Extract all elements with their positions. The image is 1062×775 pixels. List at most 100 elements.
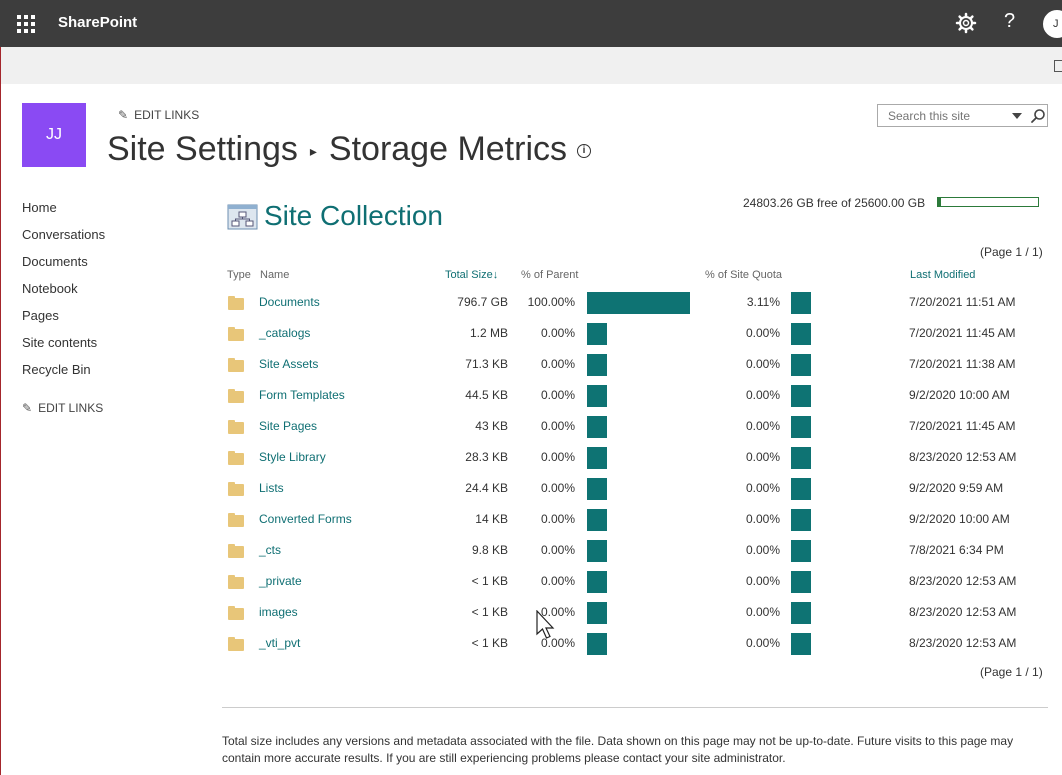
quota-percent-bar (791, 633, 811, 655)
row-last-modified: 7/20/2021 11:45 AM (909, 419, 1016, 433)
quota-usage-bar (937, 197, 1039, 207)
mouse-pointer-icon (536, 610, 555, 639)
free-space-text: 24803.26 GB free of 25600.00 GB (743, 196, 926, 210)
nav-edit-links[interactable]: ✎ EDIT LINKS (22, 401, 105, 415)
row-last-modified: 7/8/2021 6:34 PM (909, 543, 1004, 557)
row-total-size: < 1 KB (471, 574, 508, 588)
breadcrumb-site-settings[interactable]: Site Settings (107, 130, 298, 168)
row-name-link[interactable]: Site Assets (259, 357, 319, 371)
row-total-size: < 1 KB (471, 636, 508, 650)
parent-percent-bar (587, 478, 607, 500)
nav-item-conversations[interactable]: Conversations (22, 227, 106, 242)
folder-icon (228, 327, 244, 341)
row-name-link[interactable]: Lists (259, 481, 284, 495)
pager-top: (Page 1 / 1) (980, 245, 1043, 259)
row-pct-parent: 0.00% (540, 636, 575, 650)
col-header-type: Type (227, 269, 251, 281)
row-last-modified: 8/23/2020 12:53 AM (909, 574, 1017, 588)
row-pct-parent: 0.00% (540, 326, 575, 340)
row-total-size: 9.8 KB (471, 543, 508, 557)
section-title: Site Collection (264, 200, 443, 231)
col-header-last-modified[interactable]: Last Modified (910, 269, 976, 281)
table-row: Site Assets 71.3 KB 0.00% 0.00% 7/20/2021 11… (226, 354, 1056, 385)
divider (222, 707, 1048, 708)
nav-item-documents[interactable]: Documents (22, 254, 88, 269)
col-header-pct-quota: % of Site Quota (705, 269, 783, 281)
table-row: Converted Forms 14 KB 0.00% 0.00% 9/2/2020 1… (226, 509, 1056, 540)
row-name-link[interactable]: Style Library (259, 450, 326, 464)
row-pct-parent: 0.00% (540, 605, 575, 619)
parent-percent-bar (587, 416, 607, 438)
settings-gear-icon[interactable] (955, 12, 977, 34)
row-name-link[interactable]: Site Pages (259, 419, 318, 433)
folder-icon (228, 544, 244, 558)
breadcrumb-separator-icon: ▸ (309, 142, 317, 159)
row-pct-parent: 0.00% (540, 543, 575, 557)
col-header-pct-parent: % of Parent (521, 269, 579, 281)
search-scope-dropdown-icon[interactable] (1012, 113, 1022, 119)
row-name-link[interactable]: _cts (259, 543, 282, 557)
quota-percent-bar (791, 416, 811, 438)
top-edit-links[interactable]: ✎ EDIT LINKS (118, 108, 199, 122)
nav-item-notebook[interactable]: Notebook (22, 281, 78, 296)
parent-percent-bar (587, 571, 607, 593)
col-header-total-size[interactable]: Total Size↓ (445, 269, 498, 281)
row-total-size: 24.4 KB (465, 481, 508, 495)
parent-percent-bar (587, 633, 607, 655)
quota-percent-bar (791, 478, 811, 500)
row-name-link[interactable]: _vti_pvt (259, 636, 301, 650)
folder-icon (228, 513, 244, 527)
row-name-link[interactable]: Converted Forms (259, 512, 352, 526)
nav-item-home[interactable]: Home (22, 200, 57, 215)
row-last-modified: 7/20/2021 11:51 AM (909, 295, 1016, 309)
col-header-name: Name (260, 269, 290, 281)
parent-percent-bar (587, 540, 607, 562)
row-pct-parent: 0.00% (540, 450, 575, 464)
quota-percent-bar (791, 571, 811, 593)
parent-percent-bar (587, 509, 607, 531)
folder-icon (228, 296, 244, 310)
row-pct-parent: 0.00% (540, 481, 575, 495)
suite-bar: SharePoint ? J (0, 0, 1062, 47)
row-name-link[interactable]: _catalogs (259, 326, 311, 340)
parent-percent-bar (587, 354, 607, 376)
site-logo[interactable]: JJ (22, 103, 86, 167)
row-last-modified: 9/2/2020 10:00 AM (909, 512, 1010, 526)
search-input[interactable] (878, 105, 1004, 126)
row-name-link[interactable]: Form Templates (259, 388, 345, 402)
row-name-link[interactable]: images (259, 605, 298, 619)
row-pct-quota: 0.00% (745, 419, 780, 433)
left-border (0, 84, 1, 775)
help-icon[interactable]: ? (1004, 10, 1016, 32)
row-name-link[interactable]: _private (259, 574, 302, 588)
app-launcher-icon[interactable] (17, 15, 35, 33)
table-row: _private < 1 KB 0.00% 0.00% 8/23/2020 12:53 … (226, 571, 1056, 602)
quota-percent-bar (791, 323, 811, 345)
info-icon[interactable]: i (577, 144, 592, 159)
row-pct-parent: 0.00% (540, 357, 575, 371)
nav-item-pages[interactable]: Pages (22, 308, 59, 323)
row-total-size: 796.7 GB (457, 295, 508, 309)
row-pct-quota: 0.00% (745, 636, 780, 650)
row-pct-quota: 0.00% (745, 543, 780, 557)
row-pct-parent: 100.00% (527, 295, 575, 309)
search-icon[interactable] (1030, 108, 1046, 124)
row-last-modified: 9/2/2020 10:00 AM (909, 388, 1010, 402)
quota-percent-bar (791, 447, 811, 469)
table-row: Site Pages 43 KB 0.00% 0.00% 7/20/2021 11:45… (226, 416, 1056, 447)
user-avatar[interactable]: J (1043, 10, 1062, 38)
row-pct-parent: 0.00% (540, 574, 575, 588)
row-last-modified: 7/20/2021 11:38 AM (909, 357, 1016, 371)
parent-percent-bar (587, 323, 607, 345)
brand-link[interactable]: SharePoint (58, 14, 138, 31)
row-name-link[interactable]: Documents (259, 295, 320, 309)
focus-content-icon[interactable] (1054, 60, 1062, 72)
edit-links-label: EDIT LINKS (134, 108, 200, 122)
nav-item-recycle-bin[interactable]: Recycle Bin (22, 362, 91, 377)
table-row: Lists 24.4 KB 0.00% 0.00% 9/2/2020 9:59 AM (226, 478, 1056, 509)
nav-item-site-contents[interactable]: Site contents (22, 335, 98, 350)
pager-bottom: (Page 1 / 1) (980, 665, 1043, 679)
row-total-size: < 1 KB (471, 605, 508, 619)
folder-icon (228, 637, 244, 651)
quota-percent-bar (791, 354, 811, 376)
